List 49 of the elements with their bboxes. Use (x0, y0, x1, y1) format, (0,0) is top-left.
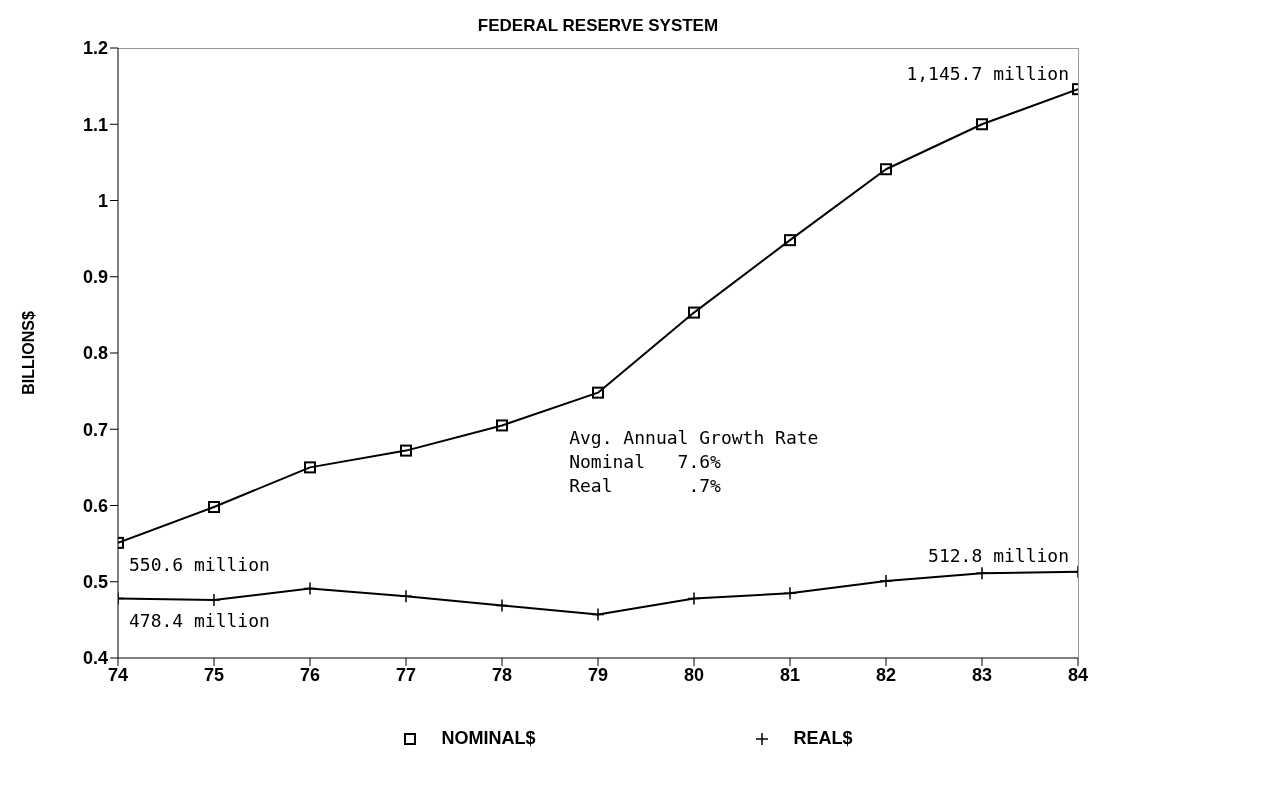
y-tick-label: 1.1 (82, 114, 108, 135)
annotation: 1,145.7 million (906, 62, 1069, 84)
point (976, 118, 988, 131)
x-tick-label: 81 (779, 664, 801, 685)
x-tick-label: 74 (107, 664, 129, 685)
x-tick-label: 77 (395, 664, 417, 685)
point (207, 593, 221, 607)
annotation: 478.4 million (129, 609, 270, 631)
point (880, 163, 892, 176)
y-tick-label: 0.5 (82, 572, 108, 593)
point (303, 581, 317, 596)
y-tick-label: 1.2 (82, 38, 108, 59)
point (688, 306, 700, 319)
point (687, 591, 701, 606)
x-tick-label: 82 (875, 664, 897, 685)
point (399, 589, 413, 603)
y-tick-label: 0.7 (82, 419, 108, 440)
legend-label: REAL$ (793, 728, 853, 749)
x-tick-label: 79 (587, 664, 609, 685)
point (495, 598, 509, 613)
x-tick-label: 78 (491, 664, 513, 685)
y-tick-label: 1 (97, 190, 108, 211)
point (783, 586, 797, 600)
point (400, 444, 412, 457)
point (784, 234, 796, 247)
x-tick-label: 83 (971, 664, 993, 685)
annotation: 550.6 million (129, 554, 270, 576)
point (975, 566, 989, 581)
x-tick-label: 75 (203, 664, 225, 685)
annotation: Nominal 7.6% (569, 450, 722, 475)
point (592, 386, 604, 399)
point (879, 574, 893, 588)
y-axis-title: BILLIONS$ (19, 311, 37, 395)
x-tick-label: 76 (299, 664, 321, 685)
y-tick-label: 0.4 (82, 648, 108, 669)
annotation: 512.8 million (928, 545, 1069, 567)
point (304, 461, 316, 474)
chart-title: FEDERAL RESERVE SYSTEM (476, 16, 720, 36)
x-tick-label: 84 (1067, 664, 1089, 685)
point (591, 607, 605, 622)
legend-label: NOMINAL$ (441, 728, 536, 749)
x-tick-label: 80 (683, 664, 705, 685)
y-tick-label: 0.9 (82, 267, 108, 288)
point (496, 419, 508, 432)
y-tick-label: 0.8 (82, 343, 108, 364)
annotation: Avg. Annual Growth Rate (569, 426, 819, 451)
y-tick-label: 0.6 (82, 495, 108, 516)
point (208, 501, 220, 514)
annotation: Real .7% (569, 474, 722, 499)
